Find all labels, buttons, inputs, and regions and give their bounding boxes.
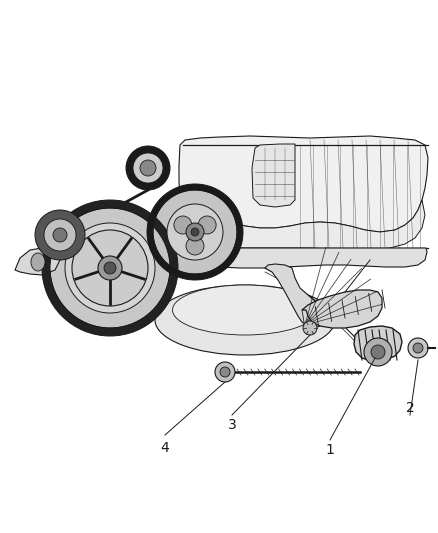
- Circle shape: [140, 160, 156, 176]
- Text: 4: 4: [161, 441, 170, 455]
- Text: 2: 2: [406, 401, 414, 415]
- Circle shape: [408, 338, 428, 358]
- Circle shape: [186, 237, 204, 255]
- Polygon shape: [354, 326, 402, 361]
- Circle shape: [186, 223, 204, 241]
- Polygon shape: [302, 290, 382, 328]
- Circle shape: [65, 223, 155, 313]
- Circle shape: [153, 190, 237, 274]
- Circle shape: [364, 338, 392, 366]
- Circle shape: [191, 228, 199, 236]
- Text: 1: 1: [325, 443, 335, 457]
- Polygon shape: [265, 264, 324, 328]
- Polygon shape: [183, 248, 427, 268]
- Circle shape: [215, 362, 235, 382]
- Circle shape: [371, 345, 385, 359]
- Circle shape: [167, 204, 223, 260]
- Text: 3: 3: [228, 418, 237, 432]
- Circle shape: [303, 321, 317, 335]
- Ellipse shape: [173, 285, 318, 335]
- Ellipse shape: [155, 285, 335, 355]
- Polygon shape: [15, 248, 60, 275]
- Circle shape: [50, 208, 170, 328]
- Circle shape: [220, 367, 230, 377]
- Polygon shape: [183, 200, 425, 250]
- Circle shape: [35, 210, 85, 260]
- Circle shape: [53, 228, 67, 242]
- Circle shape: [174, 216, 192, 234]
- Circle shape: [198, 216, 216, 234]
- Circle shape: [126, 146, 170, 190]
- Circle shape: [44, 219, 76, 251]
- Ellipse shape: [31, 253, 45, 271]
- Polygon shape: [252, 144, 295, 207]
- Circle shape: [72, 230, 148, 306]
- Polygon shape: [179, 136, 428, 232]
- Circle shape: [133, 153, 163, 183]
- Circle shape: [98, 256, 122, 280]
- Circle shape: [413, 343, 423, 353]
- Circle shape: [104, 262, 116, 274]
